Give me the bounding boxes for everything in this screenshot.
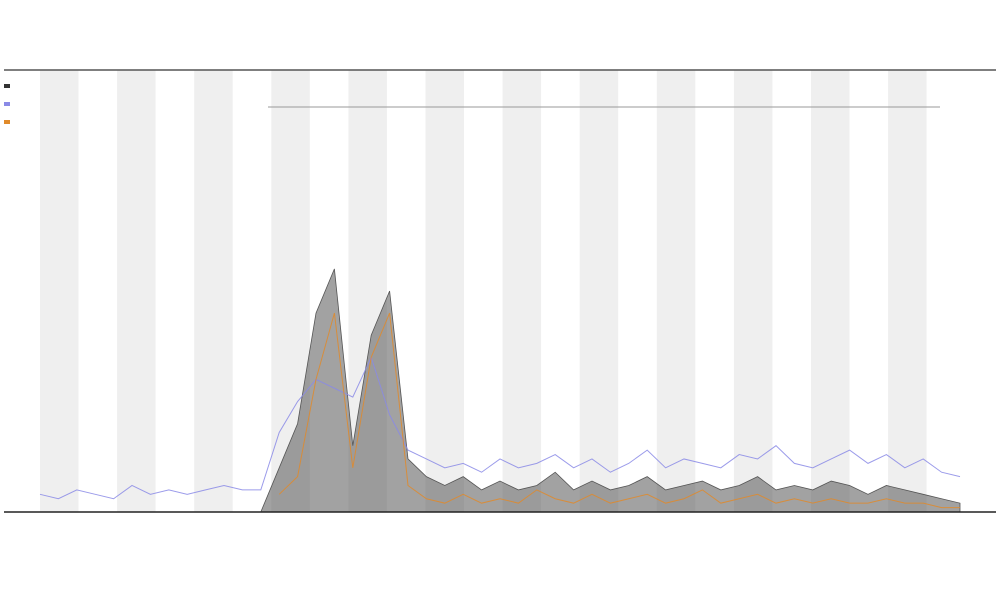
legend-swatches <box>4 84 10 124</box>
shaded-band <box>194 70 233 512</box>
band-layer <box>40 70 927 512</box>
series-line <box>278 312 960 509</box>
legend-swatch <box>4 120 10 124</box>
legend-swatch <box>4 84 10 88</box>
shaded-band <box>425 70 464 512</box>
series-line <box>39 355 961 500</box>
shaded-band <box>888 70 927 512</box>
shaded-band <box>579 70 619 512</box>
shaded-band <box>656 70 696 512</box>
shaded-band <box>117 70 156 512</box>
shaded-band <box>811 70 850 512</box>
shaded-band <box>502 70 542 512</box>
shaded-band <box>40 70 79 512</box>
legend-swatch <box>4 102 10 106</box>
shaded-band <box>733 70 773 512</box>
